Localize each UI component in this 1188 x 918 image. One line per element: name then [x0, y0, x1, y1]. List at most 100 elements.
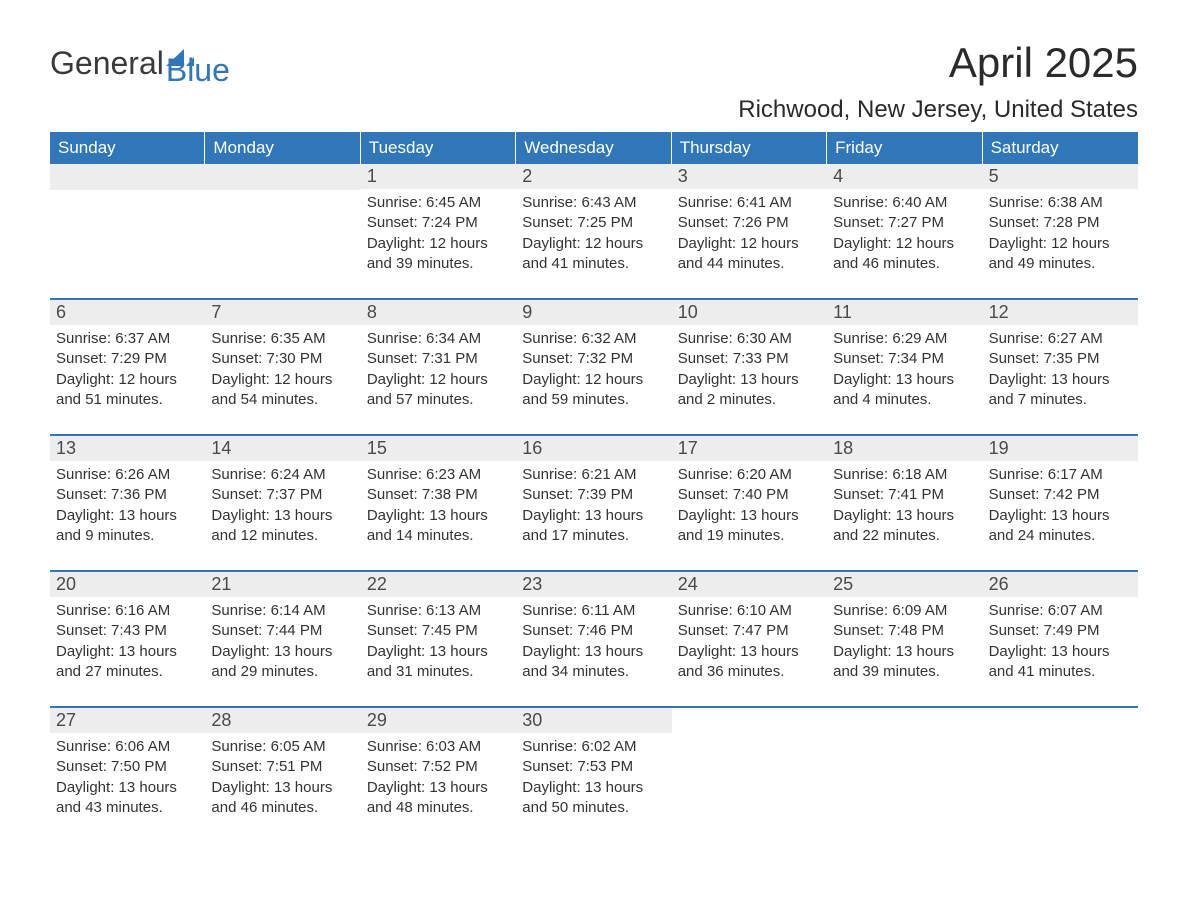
- sunrise-text: Sunrise: 6:09 AM: [833, 601, 976, 621]
- day-info: Sunrise: 6:45 AMSunset: 7:24 PMDaylight:…: [361, 189, 516, 278]
- day-info: Sunrise: 6:20 AMSunset: 7:40 PMDaylight:…: [672, 461, 827, 550]
- calendar-day-cell: 6Sunrise: 6:37 AMSunset: 7:29 PMDaylight…: [50, 300, 205, 428]
- sunrise-text: Sunrise: 6:11 AM: [522, 601, 665, 621]
- day-number: 21: [205, 572, 360, 597]
- logo-blue-wrap: Blue: [166, 40, 230, 86]
- day-info: Sunrise: 6:06 AMSunset: 7:50 PMDaylight:…: [50, 733, 205, 822]
- day-info: Sunrise: 6:05 AMSunset: 7:51 PMDaylight:…: [205, 733, 360, 822]
- daylight-text: Daylight: 13 hours and 14 minutes.: [367, 506, 510, 547]
- daylight-text: Daylight: 12 hours and 44 minutes.: [678, 234, 821, 275]
- day-info: Sunrise: 6:03 AMSunset: 7:52 PMDaylight:…: [361, 733, 516, 822]
- daylight-text: Daylight: 13 hours and 19 minutes.: [678, 506, 821, 547]
- day-number: [205, 164, 360, 190]
- daylight-text: Daylight: 13 hours and 36 minutes.: [678, 642, 821, 683]
- day-number: 8: [361, 300, 516, 325]
- weekday-header: Sunday: [50, 132, 205, 164]
- daylight-text: Daylight: 13 hours and 24 minutes.: [989, 506, 1132, 547]
- calendar-day-cell: 29Sunrise: 6:03 AMSunset: 7:52 PMDayligh…: [361, 708, 516, 836]
- day-info: Sunrise: 6:14 AMSunset: 7:44 PMDaylight:…: [205, 597, 360, 686]
- sunrise-text: Sunrise: 6:40 AM: [833, 193, 976, 213]
- daylight-text: Daylight: 13 hours and 7 minutes.: [989, 370, 1132, 411]
- sunrise-text: Sunrise: 6:16 AM: [56, 601, 199, 621]
- calendar-day-cell: 11Sunrise: 6:29 AMSunset: 7:34 PMDayligh…: [827, 300, 982, 428]
- daylight-text: Daylight: 13 hours and 34 minutes.: [522, 642, 665, 683]
- calendar-day-cell: 12Sunrise: 6:27 AMSunset: 7:35 PMDayligh…: [983, 300, 1138, 428]
- calendar-day-cell: 24Sunrise: 6:10 AMSunset: 7:47 PMDayligh…: [672, 572, 827, 700]
- daylight-text: Daylight: 13 hours and 46 minutes.: [211, 778, 354, 819]
- day-info: Sunrise: 6:26 AMSunset: 7:36 PMDaylight:…: [50, 461, 205, 550]
- daylight-text: Daylight: 13 hours and 4 minutes.: [833, 370, 976, 411]
- sunrise-text: Sunrise: 6:03 AM: [367, 737, 510, 757]
- day-number: 28: [205, 708, 360, 733]
- sunrise-text: Sunrise: 6:24 AM: [211, 465, 354, 485]
- calendar-day-cell: 5Sunrise: 6:38 AMSunset: 7:28 PMDaylight…: [983, 164, 1138, 292]
- sunset-text: Sunset: 7:34 PM: [833, 349, 976, 369]
- day-number: 14: [205, 436, 360, 461]
- day-number: 19: [983, 436, 1138, 461]
- sunrise-text: Sunrise: 6:13 AM: [367, 601, 510, 621]
- sunset-text: Sunset: 7:28 PM: [989, 213, 1132, 233]
- day-number: [50, 164, 205, 190]
- day-number: 18: [827, 436, 982, 461]
- sunset-text: Sunset: 7:26 PM: [678, 213, 821, 233]
- sunset-text: Sunset: 7:37 PM: [211, 485, 354, 505]
- sunset-text: Sunset: 7:29 PM: [56, 349, 199, 369]
- calendar-day-cell: [50, 164, 205, 292]
- day-info: Sunrise: 6:18 AMSunset: 7:41 PMDaylight:…: [827, 461, 982, 550]
- sunrise-text: Sunrise: 6:30 AM: [678, 329, 821, 349]
- day-number: 17: [672, 436, 827, 461]
- sunrise-text: Sunrise: 6:21 AM: [522, 465, 665, 485]
- day-number: [983, 708, 1138, 734]
- day-number: 2: [516, 164, 671, 189]
- weekday-header: Wednesday: [516, 132, 671, 164]
- day-number: 11: [827, 300, 982, 325]
- sunset-text: Sunset: 7:46 PM: [522, 621, 665, 641]
- daylight-text: Daylight: 12 hours and 46 minutes.: [833, 234, 976, 275]
- brand-logo: General Blue: [50, 40, 230, 86]
- calendar-day-cell: 21Sunrise: 6:14 AMSunset: 7:44 PMDayligh…: [205, 572, 360, 700]
- calendar-day-cell: 25Sunrise: 6:09 AMSunset: 7:48 PMDayligh…: [827, 572, 982, 700]
- sunrise-text: Sunrise: 6:14 AM: [211, 601, 354, 621]
- sunrise-text: Sunrise: 6:02 AM: [522, 737, 665, 757]
- day-number: 1: [361, 164, 516, 189]
- daylight-text: Daylight: 13 hours and 48 minutes.: [367, 778, 510, 819]
- daylight-text: Daylight: 13 hours and 12 minutes.: [211, 506, 354, 547]
- daylight-text: Daylight: 12 hours and 54 minutes.: [211, 370, 354, 411]
- weekday-header: Monday: [205, 132, 360, 164]
- sunset-text: Sunset: 7:45 PM: [367, 621, 510, 641]
- sunrise-text: Sunrise: 6:10 AM: [678, 601, 821, 621]
- calendar-day-cell: [672, 708, 827, 836]
- sunset-text: Sunset: 7:40 PM: [678, 485, 821, 505]
- sunrise-text: Sunrise: 6:35 AM: [211, 329, 354, 349]
- day-info: Sunrise: 6:16 AMSunset: 7:43 PMDaylight:…: [50, 597, 205, 686]
- daylight-text: Daylight: 13 hours and 9 minutes.: [56, 506, 199, 547]
- logo-text-blue: Blue: [166, 54, 230, 86]
- daylight-text: Daylight: 12 hours and 57 minutes.: [367, 370, 510, 411]
- sunset-text: Sunset: 7:44 PM: [211, 621, 354, 641]
- sunset-text: Sunset: 7:32 PM: [522, 349, 665, 369]
- calendar-day-cell: 17Sunrise: 6:20 AMSunset: 7:40 PMDayligh…: [672, 436, 827, 564]
- weekday-header: Saturday: [983, 132, 1138, 164]
- day-info: Sunrise: 6:32 AMSunset: 7:32 PMDaylight:…: [516, 325, 671, 414]
- daylight-text: Daylight: 12 hours and 39 minutes.: [367, 234, 510, 275]
- day-number: 25: [827, 572, 982, 597]
- day-number: 10: [672, 300, 827, 325]
- sunrise-text: Sunrise: 6:07 AM: [989, 601, 1132, 621]
- calendar-day-cell: 8Sunrise: 6:34 AMSunset: 7:31 PMDaylight…: [361, 300, 516, 428]
- calendar-day-cell: 28Sunrise: 6:05 AMSunset: 7:51 PMDayligh…: [205, 708, 360, 836]
- calendar-week-row: 27Sunrise: 6:06 AMSunset: 7:50 PMDayligh…: [50, 706, 1138, 836]
- day-number: 12: [983, 300, 1138, 325]
- sunset-text: Sunset: 7:38 PM: [367, 485, 510, 505]
- calendar-grid: SundayMondayTuesdayWednesdayThursdayFrid…: [50, 132, 1138, 836]
- calendar-week-row: 20Sunrise: 6:16 AMSunset: 7:43 PMDayligh…: [50, 570, 1138, 700]
- sunset-text: Sunset: 7:50 PM: [56, 757, 199, 777]
- sunrise-text: Sunrise: 6:45 AM: [367, 193, 510, 213]
- sunset-text: Sunset: 7:53 PM: [522, 757, 665, 777]
- day-number: 13: [50, 436, 205, 461]
- sunset-text: Sunset: 7:49 PM: [989, 621, 1132, 641]
- calendar-day-cell: 18Sunrise: 6:18 AMSunset: 7:41 PMDayligh…: [827, 436, 982, 564]
- day-number: 6: [50, 300, 205, 325]
- sunset-text: Sunset: 7:27 PM: [833, 213, 976, 233]
- calendar-week-row: 1Sunrise: 6:45 AMSunset: 7:24 PMDaylight…: [50, 164, 1138, 292]
- day-number: 24: [672, 572, 827, 597]
